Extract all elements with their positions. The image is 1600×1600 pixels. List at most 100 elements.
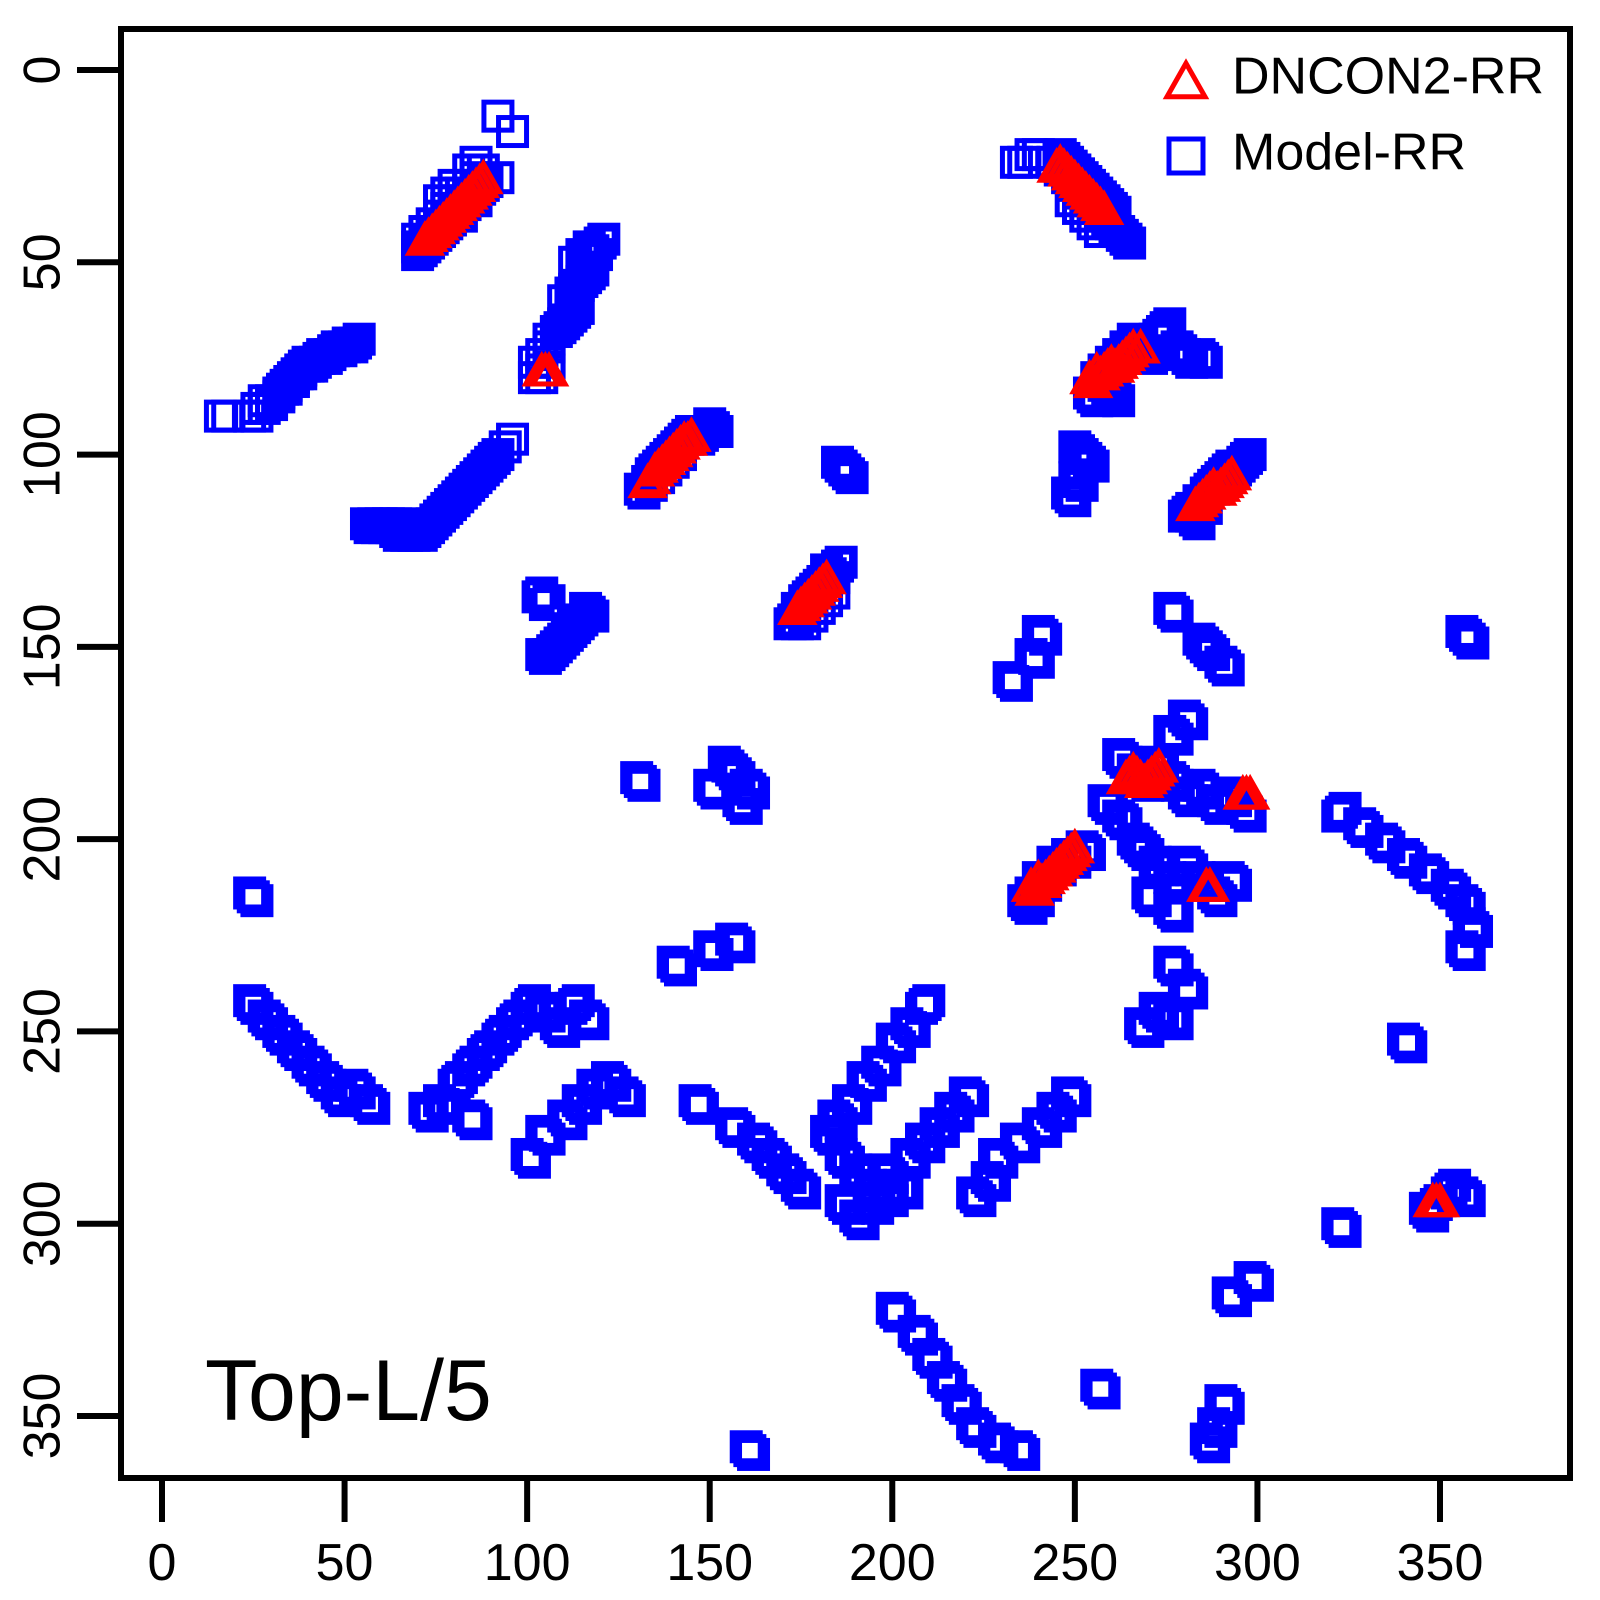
- x-axis-tick-label: 250: [1031, 1534, 1118, 1592]
- data-point-square: [455, 1103, 489, 1137]
- data-point-triangle: [645, 439, 687, 475]
- data-point-square: [700, 414, 734, 448]
- y-axis: 0 50 100 150 200 250 300 350: [14, 56, 118, 1460]
- data-point-square: [514, 1141, 548, 1175]
- data-point-square: [459, 1107, 493, 1141]
- data-point-square: [1160, 899, 1194, 933]
- data-point-square: [1160, 1007, 1194, 1041]
- data-point-square: [1324, 1211, 1358, 1245]
- data-point-square: [729, 791, 763, 825]
- data-point-triangle: [1109, 331, 1150, 368]
- y-axis-tick-label: 350: [14, 1373, 72, 1460]
- data-point-square: [1449, 934, 1483, 968]
- data-point-square: [1445, 1176, 1479, 1210]
- data-point-square: [1449, 1180, 1483, 1214]
- data-point-square: [718, 926, 752, 960]
- legend-label-dncon2-rr: DNCON2-RR: [1232, 48, 1544, 106]
- data-point-square: [1197, 1430, 1231, 1464]
- data-point-triangle: [452, 170, 493, 206]
- x-axis-tick-label: 100: [484, 1534, 571, 1592]
- data-point-square: [1083, 1372, 1117, 1406]
- data-point-square: [1167, 968, 1201, 1002]
- legend-marker-dncon2-rr: [1162, 58, 1210, 100]
- data-point-square: [1452, 938, 1486, 972]
- data-point-square: [1233, 799, 1267, 833]
- data-point-square: [1051, 1076, 1085, 1110]
- data-point-square: [883, 1168, 917, 1202]
- data-point-triangle: [1054, 827, 1096, 864]
- data-point-square: [1452, 1184, 1486, 1218]
- data-point-triangle: [437, 185, 479, 222]
- data-point-square: [233, 876, 267, 910]
- data-point-triangle: [1416, 1181, 1457, 1218]
- data-point-square: [875, 1291, 909, 1325]
- data-point-triangle: [525, 350, 566, 387]
- data-point-triangle: [806, 558, 847, 595]
- x-axis-tick-label: 150: [666, 1534, 753, 1592]
- data-point-square: [496, 422, 530, 456]
- data-point-square: [1445, 930, 1479, 964]
- data-point-triangle: [1204, 462, 1245, 499]
- data-point-square: [1167, 699, 1201, 733]
- data-point-square: [1175, 707, 1209, 741]
- data-point-square: [682, 1087, 716, 1121]
- data-point-triangle: [1131, 754, 1172, 791]
- legend-marker-model-rr: [1166, 136, 1206, 176]
- data-point-square: [1156, 1003, 1190, 1037]
- data-point-square: [656, 945, 690, 979]
- data-point-square: [1189, 1422, 1223, 1456]
- data-point-square: [956, 1176, 990, 1210]
- data-point-square: [722, 784, 756, 818]
- y-axis-tick-label: 200: [14, 796, 72, 883]
- data-point-triangle: [459, 162, 500, 199]
- x-axis-tick-label: 350: [1397, 1534, 1484, 1592]
- data-point-square: [1182, 338, 1216, 372]
- data-point-square: [788, 1176, 822, 1210]
- data-point-square: [517, 1145, 551, 1179]
- data-point-square: [835, 461, 869, 495]
- data-point-square: [609, 1080, 643, 1114]
- data-point-square: [353, 1087, 387, 1121]
- data-point-square: [696, 411, 730, 445]
- data-point-triangle: [1182, 477, 1223, 514]
- data-point-triangle: [1120, 327, 1161, 364]
- data-point-square: [284, 357, 318, 391]
- data-point-square: [1208, 649, 1242, 683]
- data-point-triangle: [422, 200, 464, 237]
- data-point-square: [1014, 638, 1048, 672]
- data-point-square: [831, 457, 865, 491]
- data-point-square: [737, 1437, 771, 1471]
- data-point-square: [664, 953, 698, 987]
- data-point-triangle: [1036, 147, 1077, 183]
- data-point-square: [532, 638, 566, 672]
- data-point-square: [349, 1084, 383, 1118]
- data-point-square: [963, 1184, 997, 1218]
- data-point-square: [1003, 1434, 1037, 1468]
- data-point-triangle: [667, 420, 709, 456]
- data-point-square: [335, 330, 369, 364]
- data-point-square: [612, 1084, 646, 1118]
- data-point-square: [528, 588, 562, 622]
- data-point-triangle: [777, 589, 818, 625]
- data-point-square: [1229, 795, 1263, 829]
- data-point-square: [952, 1080, 986, 1114]
- plot-frame-border: [118, 26, 1573, 1481]
- data-point-square: [415, 1099, 449, 1133]
- data-point-square: [956, 1084, 990, 1118]
- data-point-square: [1394, 1030, 1428, 1064]
- data-point-square: [536, 634, 570, 668]
- data-point-square: [605, 1076, 639, 1110]
- data-point-square: [236, 880, 270, 914]
- data-point-triangle: [1083, 189, 1125, 226]
- data-point-square: [412, 1095, 446, 1129]
- data-point-triangle: [1175, 485, 1216, 522]
- data-point-square: [558, 295, 592, 329]
- data-point-square: [879, 1295, 913, 1329]
- data-point-triangle: [1102, 339, 1143, 376]
- data-point-square: [1219, 868, 1253, 902]
- data-point-square: [1237, 1264, 1271, 1298]
- plot-legend: DNCON2-RR Model-RR: [1162, 48, 1544, 182]
- data-point-square: [1386, 1022, 1420, 1056]
